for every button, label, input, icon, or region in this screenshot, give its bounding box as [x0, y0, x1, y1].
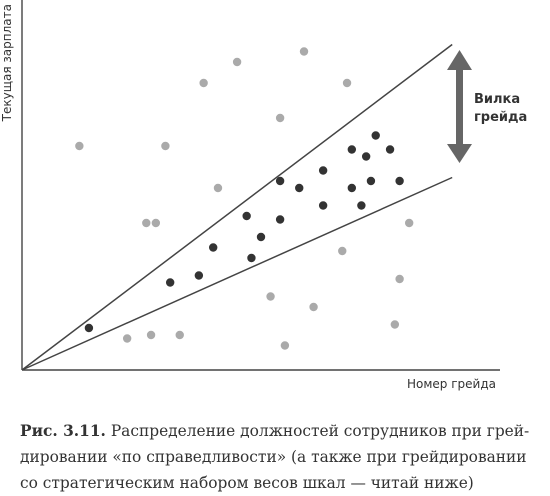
fork-lower-line [21, 176, 453, 371]
data-points [75, 47, 414, 350]
data-point-inside [165, 278, 175, 287]
data-point-inside [347, 183, 357, 193]
data-point-outside [275, 113, 285, 123]
data-point-inside [318, 166, 328, 175]
data-point-inside [318, 201, 328, 210]
figure-caption: Рис. 3.11. Распределение должностей сотр… [20, 418, 545, 496]
fork-label-line2: грейда [474, 110, 527, 125]
data-point-outside [75, 141, 84, 151]
data-point-outside [280, 341, 290, 350]
chart: Вилка грейда Номер грейда Текущая зарпла… [0, 0, 527, 391]
data-point-outside [309, 302, 318, 312]
y-axis-label: Текущая зарплата [0, 4, 14, 122]
data-point-outside [338, 246, 347, 256]
fork-boundary-lines [21, 43, 453, 371]
data-point-inside [256, 232, 266, 242]
data-point-outside [213, 183, 223, 193]
data-point-outside [395, 274, 404, 284]
fork-arrow [447, 50, 472, 163]
data-point-inside [275, 215, 285, 224]
fork-upper-line [21, 43, 453, 371]
data-point-outside [404, 218, 414, 228]
x-axis-label: Номер грейда [407, 377, 496, 391]
data-point-inside [385, 145, 395, 154]
data-point-outside [232, 57, 242, 67]
data-point-outside [161, 141, 170, 151]
fork-label-line1: Вилка [474, 92, 520, 107]
data-point-outside [122, 334, 132, 343]
data-point-inside [371, 131, 380, 140]
data-point-inside [84, 323, 94, 333]
figure-caption-text: Распределение должностей сотрудников при… [20, 422, 530, 492]
data-point-outside [342, 78, 352, 88]
data-point-inside [395, 176, 404, 186]
data-point-inside [242, 211, 251, 221]
data-point-outside [142, 218, 151, 228]
data-point-outside [175, 330, 184, 340]
data-point-inside [295, 183, 304, 193]
data-point-outside [299, 47, 309, 56]
data-point-inside [347, 145, 357, 154]
data-point-outside [390, 320, 400, 329]
data-point-inside [357, 201, 366, 210]
data-point-inside [361, 152, 371, 161]
data-point-inside [209, 243, 218, 252]
data-point-outside [266, 292, 275, 301]
data-point-outside [151, 218, 161, 228]
data-point-inside [275, 176, 285, 186]
data-point-inside [366, 176, 376, 186]
data-point-outside [199, 78, 208, 88]
data-point-inside [247, 253, 256, 263]
figure-number: Рис. 3.11. [20, 422, 106, 440]
data-point-inside [194, 271, 204, 280]
data-point-outside [146, 330, 156, 340]
